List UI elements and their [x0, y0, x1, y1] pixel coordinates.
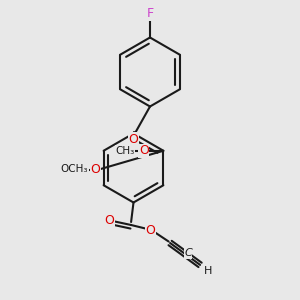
Text: C: C	[184, 248, 192, 259]
Text: CH₃: CH₃	[116, 146, 135, 156]
Text: O: O	[139, 144, 149, 157]
Text: O: O	[129, 133, 138, 146]
Text: O: O	[104, 214, 114, 227]
Text: O: O	[146, 224, 155, 237]
Text: F: F	[146, 7, 154, 20]
Text: H: H	[204, 266, 213, 276]
Text: O: O	[91, 163, 100, 176]
Text: OCH₃: OCH₃	[61, 164, 88, 175]
